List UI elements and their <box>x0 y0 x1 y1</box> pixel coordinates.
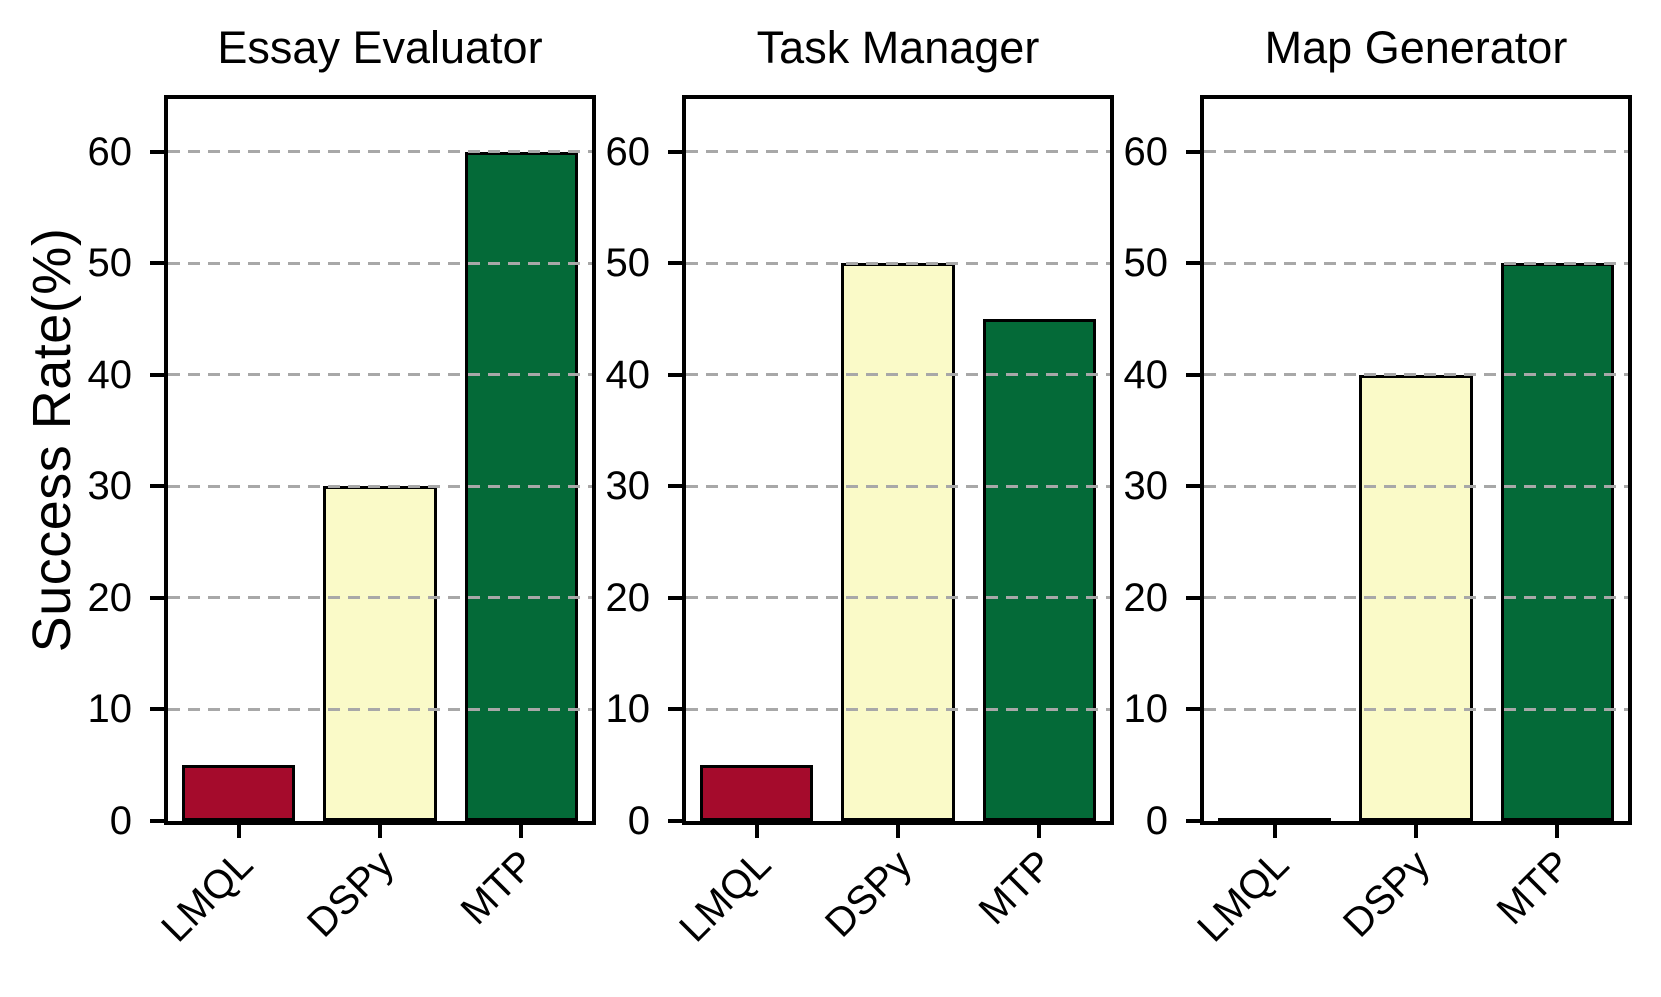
plot-area-task-manager <box>682 95 1114 825</box>
y-tick-mark <box>668 819 682 823</box>
y-tick-label: 60 <box>87 129 133 174</box>
gridline-60 <box>168 150 592 154</box>
y-tick-mark <box>1186 261 1200 266</box>
y-tick-label: 40 <box>87 352 133 397</box>
bar-dspy <box>841 263 955 821</box>
plot-area-essay-evaluator <box>164 95 596 825</box>
y-tick-label: 40 <box>1123 352 1169 397</box>
y-tick-mark <box>668 484 682 489</box>
bar-lmql <box>700 765 814 821</box>
y-tick-label: 10 <box>87 687 133 732</box>
x-tick-mark <box>1414 823 1418 838</box>
x-tick-mark <box>754 823 759 838</box>
y-tick-label: 20 <box>87 575 133 620</box>
y-tick-label: 0 <box>1145 799 1168 843</box>
bar-mtp <box>982 319 1096 821</box>
gridline-50 <box>686 261 1110 265</box>
x-tick-mark <box>1037 823 1042 838</box>
y-tick-label: 10 <box>605 687 651 732</box>
y-tick-label: 50 <box>87 241 133 286</box>
plot-area-map-generator <box>1200 95 1632 825</box>
y-tick-mark <box>1186 484 1200 489</box>
y-tick-label: 20 <box>1123 575 1169 620</box>
y-tick-label: 30 <box>605 464 651 509</box>
y-tick-mark <box>150 819 164 823</box>
gridline-20 <box>168 596 592 600</box>
x-tick-mark <box>378 823 382 838</box>
y-tick-label: 60 <box>605 129 651 174</box>
panel-title-essay-evaluator: Essay Evaluator <box>217 22 543 73</box>
y-tick-mark <box>668 595 682 600</box>
y-tick-mark <box>668 372 682 377</box>
gridline-10 <box>686 707 1110 711</box>
y-tick-label: 10 <box>1123 687 1169 732</box>
y-tick-label: 30 <box>87 464 133 509</box>
y-tick-mark <box>1186 595 1200 600</box>
y-tick-mark <box>150 484 164 489</box>
panel-title-map-generator: Map Generator <box>1264 22 1568 73</box>
bar-lmql <box>1218 818 1332 821</box>
gridline-50 <box>168 261 592 265</box>
y-tick-label: 50 <box>1123 241 1169 286</box>
gridline-30 <box>168 484 592 488</box>
panel-title-task-manager: Task Manager <box>756 22 1040 73</box>
y-tick-label: 20 <box>605 575 651 620</box>
y-tick-label: 0 <box>627 799 650 843</box>
y-tick-label: 60 <box>1123 129 1169 174</box>
x-tick-mark <box>519 823 524 838</box>
x-tick-mark <box>896 823 900 838</box>
y-tick-mark <box>150 707 164 712</box>
gridline-40 <box>686 373 1110 377</box>
y-tick-mark <box>668 149 682 154</box>
bar-lmql <box>182 765 296 821</box>
y-tick-mark <box>668 261 682 266</box>
y-tick-mark <box>1186 149 1200 154</box>
x-tick-mark <box>1272 823 1277 838</box>
gridline-60 <box>1204 150 1628 154</box>
gridline-40 <box>168 373 592 377</box>
y-tick-label: 0 <box>109 799 132 843</box>
gridline-30 <box>1204 484 1628 488</box>
x-tick-mark <box>236 823 241 838</box>
y-tick-mark <box>1186 707 1200 712</box>
y-tick-mark <box>150 149 164 154</box>
x-tick-label-lmql: LMQL <box>1188 842 1298 951</box>
gridline-60 <box>686 150 1110 154</box>
bar-mtp <box>1500 263 1614 821</box>
gridline-40 <box>1204 373 1628 377</box>
y-tick-mark <box>668 707 682 712</box>
x-tick-mark <box>1555 823 1560 838</box>
y-tick-label: 30 <box>1123 464 1169 509</box>
y-tick-mark <box>1186 819 1200 823</box>
y-tick-mark <box>150 372 164 377</box>
x-tick-label-lmql: LMQL <box>152 842 262 951</box>
y-tick-mark <box>1186 372 1200 377</box>
y-tick-label: 40 <box>605 352 651 397</box>
bar-dspy <box>323 486 437 821</box>
y-tick-mark <box>150 595 164 600</box>
gridline-10 <box>168 707 592 711</box>
gridline-10 <box>1204 707 1628 711</box>
gridline-30 <box>686 484 1110 488</box>
y-tick-mark <box>150 261 164 266</box>
y-tick-label: 50 <box>605 241 651 286</box>
gridline-20 <box>686 596 1110 600</box>
gridline-20 <box>1204 596 1628 600</box>
gridline-50 <box>1204 261 1628 265</box>
x-tick-label-lmql: LMQL <box>670 842 780 951</box>
